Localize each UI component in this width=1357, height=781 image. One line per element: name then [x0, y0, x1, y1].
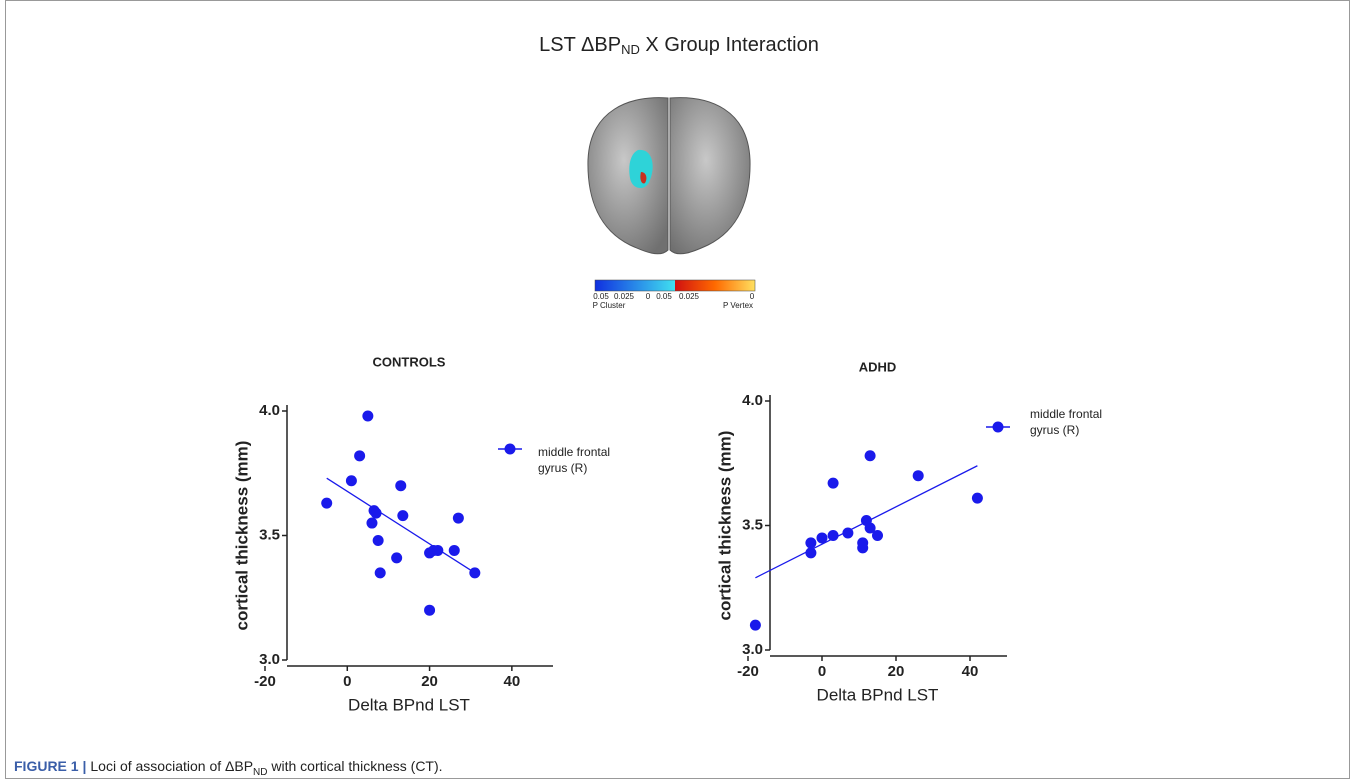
title-sub: ND [621, 42, 640, 57]
data-point [374, 567, 386, 579]
data-point [391, 552, 403, 564]
y-tick-label: 3.0 [259, 651, 280, 668]
x-axis-label: Delta BPnd LST [817, 685, 939, 704]
y-tick-label: 4.0 [259, 402, 280, 419]
x-tick-label: 0 [818, 663, 826, 680]
x-tick-label: 20 [421, 673, 438, 690]
data-point [397, 510, 409, 522]
data-point [452, 512, 464, 524]
y-tick-label: 4.0 [742, 392, 763, 409]
colorbar-tick-label: 0 [750, 292, 755, 301]
data-point [827, 529, 839, 541]
x-axis-label: Delta BPnd LST [348, 695, 470, 714]
colorbar-tick-label: 0.05 [656, 292, 672, 301]
data-point [372, 534, 384, 546]
x-tick-label: -20 [254, 673, 276, 690]
colorbar-label: P Cluster [593, 301, 626, 310]
frame [5, 0, 1350, 779]
figure-title: LST ΔBPND X Group Interaction [539, 34, 819, 57]
data-point [370, 507, 382, 519]
data-point [432, 544, 444, 556]
data-point [864, 450, 876, 462]
data-point [424, 604, 436, 616]
y-tick-label: 3.5 [259, 526, 280, 543]
legend-entry: middle frontal gyrus (R) [1030, 407, 1103, 437]
data-point [971, 492, 983, 504]
title-rest: X Group Interaction [640, 34, 819, 56]
x-tick-label: 20 [888, 663, 905, 680]
data-point [816, 532, 828, 544]
chart-title: CONTROLS [373, 354, 446, 369]
title-main: LST ΔBP [539, 34, 621, 56]
colorbar-tick-label: 0.025 [679, 292, 700, 301]
data-point [448, 544, 460, 556]
legend-marker [504, 443, 516, 455]
data-point [366, 517, 378, 529]
data-point [345, 475, 357, 487]
data-point [842, 527, 854, 539]
data-point [395, 480, 407, 492]
brain-image [587, 97, 751, 255]
fit-line [326, 477, 476, 574]
data-point [827, 477, 839, 489]
data-point [872, 529, 883, 541]
data-point [321, 497, 333, 509]
caption-text: Loci of association of ΔBP [90, 758, 254, 774]
colorbar [594, 279, 756, 292]
x-tick-label: 40 [962, 663, 979, 680]
colorbar-tick-label: 0.05 [593, 292, 609, 301]
caption-label: FIGURE 1 | [14, 758, 87, 774]
colorbar-label: P Vertex [723, 301, 753, 310]
x-tick-label: 40 [504, 673, 521, 690]
colorbar-tick-label: 0.025 [614, 292, 635, 301]
y-axis-label: cortical thickness (mm) [715, 431, 734, 621]
chart-title: ADHD [859, 359, 897, 374]
data-point [362, 410, 374, 422]
x-tick-label: 0 [343, 673, 351, 690]
y-tick-label: 3.5 [742, 516, 763, 533]
x-tick-label: -20 [737, 663, 759, 680]
caption: FIGURE 1 | Loci of association of ΔBPND w… [14, 758, 443, 778]
caption-sub: ND [253, 766, 268, 778]
legend-marker [992, 421, 1004, 433]
data-point [857, 542, 869, 554]
data-point [864, 522, 876, 534]
data-point [805, 537, 817, 549]
colorbar-tick-label: 0 [646, 292, 651, 301]
data-point [469, 567, 481, 579]
data-point [912, 470, 924, 482]
y-axis-label: cortical thickness (mm) [232, 441, 251, 631]
caption-rest: with cortical thickness (CT). [267, 758, 443, 774]
data-point [354, 450, 366, 462]
data-point [805, 547, 817, 559]
data-point [749, 619, 761, 631]
legend-entry: middle frontal gyrus (R) [538, 445, 611, 475]
y-tick-label: 3.0 [742, 641, 763, 658]
